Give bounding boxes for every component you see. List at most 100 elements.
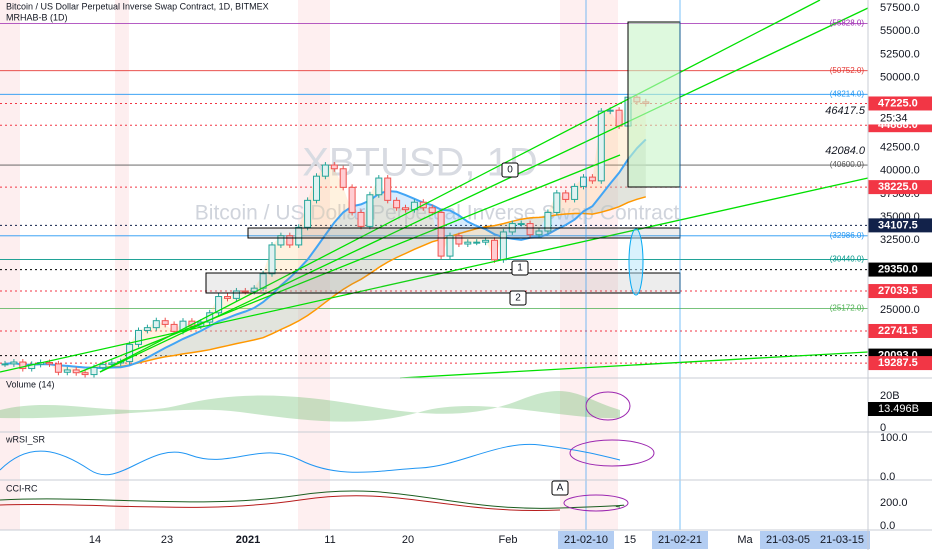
line-value-label: 42084.0 xyxy=(825,145,866,157)
axis-label: 0 xyxy=(880,422,886,434)
price-tag xyxy=(868,262,932,277)
candle xyxy=(161,320,169,325)
chart-title: Bitcoin / US Dollar Perpetual Inverse Sw… xyxy=(6,1,269,11)
candle xyxy=(313,175,320,201)
annotation-ellipse xyxy=(563,494,629,512)
ma-fill xyxy=(5,139,646,369)
candle xyxy=(152,320,160,329)
annotation-ellipse xyxy=(585,391,631,421)
candle xyxy=(526,223,534,236)
candle xyxy=(473,241,481,244)
candle xyxy=(455,235,463,245)
level-label: (40600.0) xyxy=(830,160,865,169)
candle xyxy=(588,176,596,182)
price-tick-label: 57500.0 xyxy=(880,2,920,14)
time-label: 21-03-15 xyxy=(820,534,864,546)
axis-label: 100.0 xyxy=(880,432,908,444)
candle xyxy=(277,235,285,246)
price-tag-label: 34107.5 xyxy=(878,219,918,231)
candle xyxy=(535,230,543,236)
marker-box xyxy=(501,162,519,178)
candle xyxy=(580,176,587,187)
time-highlight xyxy=(814,531,870,549)
candle xyxy=(250,287,258,292)
time-label: 2021 xyxy=(236,534,260,546)
candle xyxy=(232,290,240,299)
price-tag xyxy=(868,96,932,111)
candle xyxy=(224,296,231,299)
candle xyxy=(402,207,409,211)
candle xyxy=(482,239,490,243)
price-tag-label: 27039.5 xyxy=(878,285,918,297)
candle xyxy=(553,192,561,213)
candle xyxy=(72,369,80,374)
cci-signal xyxy=(0,495,561,512)
candle xyxy=(99,363,107,369)
time-label: 21-02-10 xyxy=(564,534,608,546)
time-label: 14 xyxy=(89,534,101,546)
countdown-box xyxy=(868,111,932,125)
candle xyxy=(348,186,356,213)
price-tick-label: 55000.0 xyxy=(880,25,920,37)
time-highlight xyxy=(558,531,614,549)
marker-box xyxy=(551,480,569,496)
marker-label: A xyxy=(557,483,564,494)
level-label: (25172.0) xyxy=(830,304,865,313)
countdown: 25:34 xyxy=(880,112,908,124)
candle xyxy=(215,296,223,314)
time-highlight xyxy=(652,531,708,549)
marker-box xyxy=(511,260,529,276)
time-label: 15 xyxy=(624,534,636,546)
annotation-ellipse xyxy=(569,439,655,467)
indicator-title: MRHAB-B (1D) xyxy=(6,12,68,22)
marker-box xyxy=(509,290,527,306)
candle xyxy=(304,199,312,228)
time-label: Feb xyxy=(499,534,518,546)
candle xyxy=(63,369,71,373)
candle xyxy=(384,177,392,201)
price-tag xyxy=(868,323,932,338)
level-label: (32986.0) xyxy=(830,231,865,240)
axis-label: 0.0 xyxy=(880,520,895,532)
price-tag xyxy=(868,284,932,299)
candle xyxy=(597,110,605,182)
candle xyxy=(321,164,329,177)
candle xyxy=(571,185,579,200)
price-tag-label: 44888.0 xyxy=(878,119,918,131)
candle xyxy=(357,211,365,227)
candle xyxy=(517,223,525,226)
price-tag-label: 47225.0 xyxy=(878,97,918,109)
candle xyxy=(135,329,142,345)
time-label: 21-03-05 xyxy=(766,534,810,546)
candle xyxy=(464,241,472,245)
time-label: Ma xyxy=(737,534,753,546)
price-tag-label: 22741.5 xyxy=(878,325,918,337)
candle xyxy=(544,211,552,232)
axis-label: 20B xyxy=(880,390,900,402)
candle xyxy=(615,109,623,127)
candle xyxy=(606,109,614,112)
candle xyxy=(268,244,276,275)
price-tick-label: 40000.0 xyxy=(880,165,920,177)
candle xyxy=(437,211,445,257)
pane-title: CCI-RC xyxy=(6,483,38,493)
axis-label: 200.0 xyxy=(880,497,908,509)
volume-cloud xyxy=(0,391,620,422)
line-value-label: 46417.5 xyxy=(825,105,866,117)
zone-box xyxy=(247,227,681,239)
candle xyxy=(330,164,338,170)
candle xyxy=(54,363,62,373)
time-label: 11 xyxy=(324,534,335,546)
candle xyxy=(366,194,374,227)
candle xyxy=(46,362,53,365)
price-tag-label: 19287.5 xyxy=(878,357,918,369)
candle xyxy=(393,199,401,209)
candle xyxy=(286,235,294,246)
time-label: 20 xyxy=(402,534,414,546)
price-tick-label: 50000.0 xyxy=(880,72,920,84)
price-tag xyxy=(868,356,932,371)
price-tag-label: 29350.0 xyxy=(878,263,918,275)
volume-tag xyxy=(868,402,932,416)
candle xyxy=(143,327,151,331)
